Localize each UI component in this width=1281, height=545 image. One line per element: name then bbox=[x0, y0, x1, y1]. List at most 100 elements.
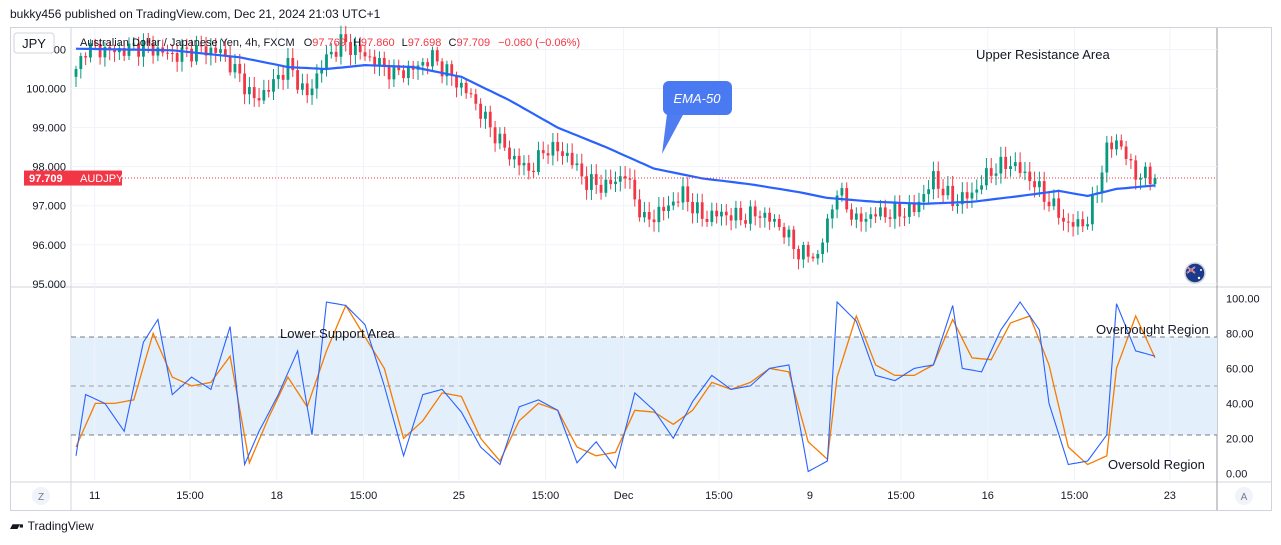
ema-callout[interactable]: EMA-50 bbox=[662, 81, 732, 154]
oscillator-axis-ticks: 100.00 80.00 60.00 40.00 20.00 0.00 bbox=[1226, 293, 1260, 480]
candle-body bbox=[1052, 198, 1056, 207]
auto-scale-right-button[interactable]: A bbox=[1235, 487, 1253, 505]
candle-body bbox=[89, 43, 92, 58]
candle-body bbox=[922, 194, 926, 202]
oscillator-tick-label: 100.00 bbox=[1226, 293, 1260, 305]
candle-body bbox=[975, 189, 979, 193]
candle-body bbox=[493, 127, 497, 144]
publisher-line: bukky456 published on TradingView.com, D… bbox=[10, 7, 381, 21]
candle-body bbox=[512, 155, 516, 160]
candle-body bbox=[170, 52, 174, 54]
candle-body bbox=[580, 163, 584, 177]
candle-body bbox=[951, 185, 955, 206]
price-tag: 97.709 AUDJPY bbox=[24, 170, 124, 186]
candle-body bbox=[748, 206, 752, 224]
candle-body bbox=[1153, 178, 1157, 184]
candle-body bbox=[806, 245, 810, 257]
candle-body bbox=[1033, 181, 1036, 188]
candle-body bbox=[782, 227, 786, 238]
auto-scale-left-button[interactable]: Z bbox=[32, 487, 50, 505]
candle-body bbox=[223, 49, 227, 56]
currency-button[interactable]: JPY bbox=[13, 32, 55, 54]
candle-body bbox=[262, 89, 266, 101]
candle-body bbox=[1105, 142, 1109, 173]
candle-body bbox=[826, 218, 829, 243]
candle-body bbox=[469, 93, 473, 95]
legend-low: 97.698 bbox=[408, 37, 442, 49]
candle-body bbox=[522, 162, 526, 166]
candle-body bbox=[623, 176, 627, 179]
candle-body bbox=[272, 79, 275, 92]
stoch-d-line bbox=[75, 304, 1156, 466]
candle-body bbox=[142, 40, 145, 57]
candle-body bbox=[1042, 181, 1046, 202]
oscillator-tick-label: 20.00 bbox=[1226, 433, 1254, 445]
candle-body bbox=[643, 211, 646, 218]
time-tick-label: 25 bbox=[453, 490, 465, 502]
tradingview-logo[interactable]: ▰▪ TradingView bbox=[10, 518, 94, 534]
candle-body bbox=[874, 214, 878, 217]
candle-body bbox=[305, 83, 309, 96]
candle-body bbox=[1071, 222, 1075, 227]
candle-body bbox=[869, 214, 873, 219]
candle-body bbox=[146, 40, 150, 44]
time-tick-label: 23 bbox=[1164, 490, 1176, 502]
candle-body bbox=[720, 211, 723, 217]
candle-body bbox=[252, 87, 256, 99]
candle-body bbox=[248, 87, 251, 95]
time-tick-label: 18 bbox=[271, 490, 283, 502]
candle-body bbox=[792, 229, 796, 249]
tradingview-logo-icon: ▰▪ bbox=[10, 518, 24, 533]
candle-body bbox=[700, 202, 704, 219]
candle-body bbox=[199, 45, 203, 47]
candle-body bbox=[103, 47, 107, 58]
candle-body bbox=[1139, 178, 1142, 180]
candle-body bbox=[132, 43, 136, 45]
time-tick-label: 15:00 bbox=[532, 490, 560, 502]
candle-body bbox=[267, 89, 271, 92]
candle-body bbox=[1037, 181, 1041, 188]
candle-body bbox=[214, 47, 218, 53]
price-tick-label: 95.000 bbox=[32, 279, 66, 291]
candle-body bbox=[291, 58, 295, 71]
ema-50-line[interactable] bbox=[75, 47, 1156, 205]
legend-close: 97.709 bbox=[456, 37, 490, 49]
candle-body bbox=[1110, 142, 1114, 150]
oscillator-tick-label: 80.00 bbox=[1226, 328, 1254, 340]
candle-body bbox=[864, 218, 868, 222]
candle-body bbox=[435, 50, 439, 62]
candle-body bbox=[219, 49, 222, 53]
candle-body bbox=[729, 215, 733, 221]
candle-body bbox=[378, 58, 381, 67]
candle-body bbox=[315, 73, 319, 89]
candle-body bbox=[859, 213, 863, 222]
time-tick-label: 15:00 bbox=[887, 490, 915, 502]
candle-body bbox=[912, 203, 916, 213]
price-tick-label: 97.000 bbox=[32, 201, 66, 213]
candle-body bbox=[893, 203, 897, 219]
candle-body bbox=[276, 74, 280, 80]
legend-change: −0.060 (−0.06%) bbox=[498, 37, 580, 49]
svg-text:Z: Z bbox=[38, 492, 44, 503]
time-tick-label: 11 bbox=[89, 490, 100, 502]
oscillator-tick-label: 60.00 bbox=[1226, 363, 1254, 375]
candle-body bbox=[965, 192, 969, 199]
candle-body bbox=[1009, 166, 1012, 169]
candle-body bbox=[570, 152, 574, 166]
candle-body bbox=[421, 62, 425, 66]
legend-open: 97.769 bbox=[312, 37, 346, 49]
australia-flag-icon[interactable] bbox=[1184, 262, 1206, 284]
candle-body bbox=[556, 141, 560, 152]
ema-callout-text: EMA-50 bbox=[674, 91, 722, 106]
candle-body bbox=[551, 141, 555, 156]
candle-body bbox=[821, 242, 825, 254]
candle-body bbox=[464, 82, 468, 94]
candle-body bbox=[1023, 171, 1027, 174]
time-tick-label: 15:00 bbox=[1061, 490, 1089, 502]
overbought-label: Overbought Region bbox=[1096, 322, 1209, 337]
candle-body bbox=[1086, 224, 1089, 227]
candle-body bbox=[710, 210, 714, 222]
price-tick-label: 100.000 bbox=[26, 84, 66, 96]
candle-body bbox=[209, 47, 213, 56]
